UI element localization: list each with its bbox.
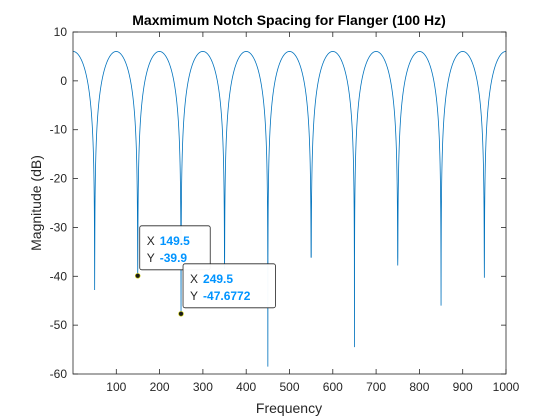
x-tick-label: 1000 [493, 380, 520, 394]
plot-area: 100 200 300 400 500 600 700 800 900 1000100-10-20… [50, 25, 520, 394]
y-tick-label: 0 [60, 74, 67, 88]
y-tick-label: -20 [50, 172, 68, 186]
datatip-marker[interactable] [178, 311, 184, 317]
datatip-box [139, 225, 211, 271]
datatip-label: Y [147, 251, 155, 265]
x-tick-label: 300 [193, 380, 213, 394]
x-tick-label: 700 [366, 380, 386, 394]
y-tick-label: -30 [50, 220, 68, 234]
datatip-label: Y [190, 289, 198, 303]
datatip-marker[interactable] [135, 273, 141, 279]
datatip-value: 149.5 [160, 234, 190, 248]
series-line-0 [73, 51, 506, 367]
y-tick-label: -60 [50, 367, 68, 381]
series-layer [73, 51, 506, 367]
x-tick-label: 400 [236, 380, 256, 394]
datatip-label: X [147, 234, 155, 248]
datatips-layer[interactable]: X 149.5Y -39.9X 249.5Y -47.6772 [135, 225, 276, 317]
y-tick-label: -40 [50, 269, 68, 283]
x-tick-label: 600 [323, 380, 343, 394]
x-tick-label: 100 [106, 380, 126, 394]
chart-title: Maxmimum Notch Spacing for Flanger (100 … [132, 12, 446, 28]
datatip-label: X [190, 272, 198, 286]
x-tick-label: 200 [150, 380, 170, 394]
x-tick-label: 800 [409, 380, 429, 394]
datatip-value: 249.5 [203, 272, 233, 286]
datatip[interactable]: X 149.5 Y -39.9 [135, 225, 211, 279]
y-axis-label: Magnitude (dB) [28, 155, 44, 251]
axes-layer: 100 200 300 400 500 600 700 800 900 1000100-10-20… [50, 25, 520, 394]
datatip-value: -47.6772 [203, 289, 251, 303]
x-axis-label: Frequency [256, 400, 322, 416]
y-tick-label: 10 [54, 25, 68, 39]
datatip-box [182, 263, 276, 309]
x-tick-label: 900 [453, 380, 473, 394]
x-tick-label: 500 [279, 380, 299, 394]
datatip[interactable]: X 249.5 Y -47.6772 [178, 263, 276, 317]
y-tick-label: -10 [50, 123, 68, 137]
datatip-value: -39.9 [160, 251, 188, 265]
y-tick-label: -50 [50, 318, 68, 332]
